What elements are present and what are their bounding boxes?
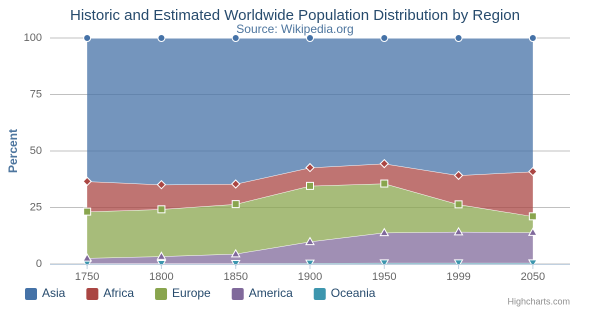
area-fill — [87, 183, 533, 259]
area-fill — [87, 163, 533, 217]
marker — [230, 248, 241, 258]
marker — [82, 176, 92, 187]
marker — [156, 179, 167, 190]
legend-label: Asia — [42, 286, 66, 300]
marker — [454, 200, 463, 209]
marker — [305, 162, 315, 173]
x-tick-label: 1900 — [298, 271, 322, 283]
marker — [83, 34, 92, 42]
marker — [306, 181, 314, 190]
marker — [527, 227, 538, 236]
marker — [305, 236, 315, 246]
legend-swatch — [231, 288, 244, 300]
legend-swatch — [86, 288, 99, 300]
y-tick-label: 50 — [30, 145, 42, 157]
legend-swatch — [155, 288, 168, 300]
x-tick-label: 1950 — [372, 271, 396, 283]
x-tick-label: 1800 — [149, 271, 173, 283]
marker — [528, 34, 537, 42]
marker — [157, 34, 166, 42]
legend-label: America — [249, 286, 293, 300]
y-tick-label: 100 — [24, 32, 42, 44]
marker — [380, 34, 389, 42]
legend-item[interactable]: Africa — [86, 286, 134, 300]
legend-item[interactable]: Asia — [25, 286, 66, 300]
marker — [454, 34, 463, 42]
y-tick-label: 25 — [30, 201, 42, 213]
marker — [379, 158, 389, 169]
y-tick-label: 75 — [30, 88, 42, 100]
x-tick-label: 2050 — [521, 271, 545, 283]
legend-item[interactable]: America — [231, 286, 293, 300]
marker — [157, 205, 166, 214]
area-fill — [87, 231, 533, 264]
legend-swatch — [313, 288, 326, 300]
legend-label: Oceania — [331, 286, 376, 300]
area-fill — [87, 38, 533, 185]
marker — [231, 200, 240, 209]
chart-title: Historic and Estimated Worldwide Populat… — [70, 7, 520, 24]
areas — [87, 37, 533, 265]
x-tick-label: 1750 — [75, 271, 99, 283]
marker — [453, 226, 464, 236]
marker — [453, 259, 464, 268]
x-tick-label: 1999 — [446, 271, 470, 283]
marker — [527, 259, 538, 268]
marker — [453, 170, 464, 181]
markers — [82, 34, 538, 269]
y-tick-label: 0 — [36, 258, 42, 270]
marker — [379, 259, 390, 268]
marker — [231, 34, 240, 42]
marker — [156, 251, 167, 260]
marker — [231, 179, 241, 189]
legend-item[interactable]: Europe — [155, 286, 211, 300]
credits: Highcharts.com — [507, 296, 570, 306]
legend-label: Africa — [103, 286, 134, 300]
marker — [380, 179, 389, 188]
marker — [528, 212, 537, 221]
legend-swatch — [25, 288, 37, 300]
marker — [528, 166, 538, 177]
marker — [82, 253, 93, 262]
chart-subtitle: Source: Wikipedia.org — [236, 22, 353, 36]
x-tick-label: 1850 — [223, 271, 247, 283]
marker — [379, 227, 390, 237]
legend-item[interactable]: Oceania — [313, 286, 376, 300]
marker — [83, 207, 92, 216]
legend-label: Europe — [172, 286, 211, 300]
marker — [305, 259, 315, 269]
marker — [306, 34, 314, 42]
y-axis-title: Percent — [6, 129, 20, 173]
